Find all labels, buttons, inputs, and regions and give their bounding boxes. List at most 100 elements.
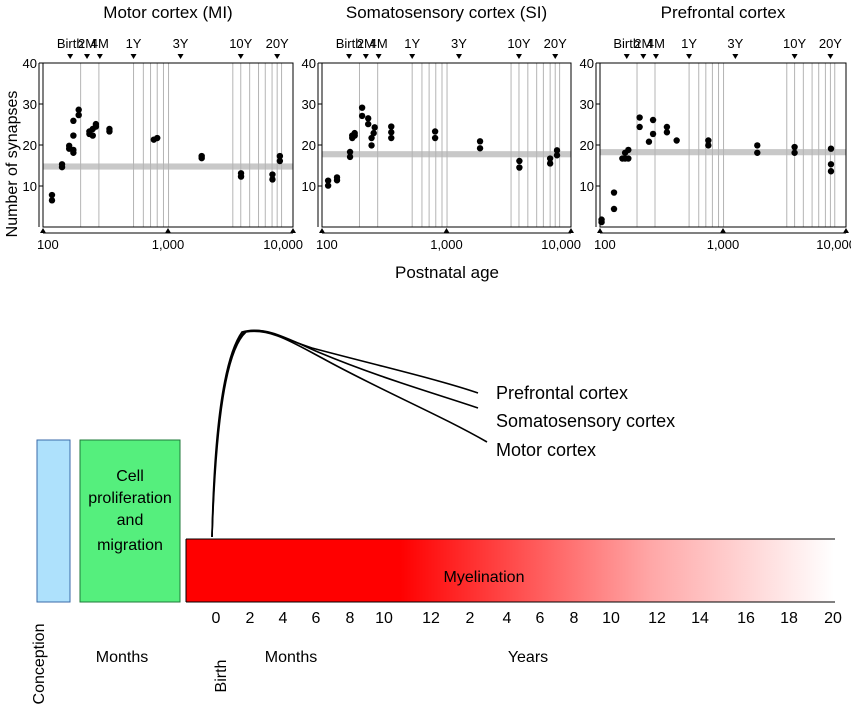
data-point [705, 137, 712, 144]
data-point [791, 149, 798, 156]
data-point [625, 155, 632, 162]
data-point [791, 143, 798, 151]
timeline-tick-label: 14 [691, 610, 709, 627]
data-point [516, 157, 523, 165]
data-point [370, 129, 377, 137]
x-tick-label: 10,000 [263, 237, 303, 252]
age-marker-label: 4M [647, 36, 665, 51]
y-tick-label: 20 [23, 138, 37, 153]
timeline-tick-label: 12 [422, 610, 440, 627]
data-point [92, 120, 100, 128]
y-tick-label: 30 [302, 97, 316, 112]
timeline-tick-label: 8 [570, 610, 579, 627]
data-point [346, 153, 354, 161]
age-marker-label: 10Y [507, 36, 530, 51]
data-point [48, 191, 56, 199]
data-point [827, 168, 835, 175]
data-point [269, 176, 276, 183]
x-tick-label: 100 [316, 237, 338, 252]
timeline-tick-label: 2 [246, 610, 255, 627]
age-marker-arrow [827, 54, 834, 59]
timeline-diagram: Cell proliferation and migration Myelina… [31, 329, 842, 705]
age-marker-label: 20Y [544, 36, 567, 51]
data-point [70, 132, 77, 139]
x-tick [443, 228, 450, 233]
panel-title: Motor cortex (MI) [103, 3, 232, 22]
y-axis-label: Number of synapses [4, 91, 21, 238]
x-tick [40, 228, 46, 233]
data-point [276, 152, 284, 160]
age-marker-label: 20Y [266, 36, 289, 51]
data-point [388, 134, 395, 142]
age-marker-label: Birth [336, 36, 363, 51]
timeline-tick-label: 2 [466, 610, 475, 627]
data-point [673, 137, 680, 144]
data-point [610, 205, 618, 213]
data-point [705, 142, 712, 149]
data-point [269, 171, 276, 178]
x-axis-label: Postnatal age [395, 263, 499, 282]
prefrontal-curve-label: Prefrontal cortex [496, 383, 628, 403]
data-point [636, 123, 643, 131]
age-marker-label: 4M [370, 36, 388, 51]
data-point [75, 111, 82, 119]
timeline-tick-label: 4 [279, 610, 288, 627]
data-point [358, 104, 366, 111]
conception-box [36, 439, 71, 603]
age-marker-arrow [177, 54, 184, 59]
data-point [598, 216, 605, 223]
data-point [476, 138, 484, 145]
data-point [645, 138, 653, 145]
y-tick-label: 10 [580, 179, 594, 194]
timeline-tick-label: 10 [375, 610, 393, 627]
data-point [754, 142, 761, 149]
x-tick [165, 228, 171, 233]
conception-label: Conception [31, 624, 48, 705]
timeline-tick-label: 6 [312, 610, 321, 627]
y-tick-label: 30 [23, 97, 37, 112]
timeline-tick-label: 0 [212, 610, 221, 627]
age-marker-arrow [96, 54, 103, 59]
timeline-tick-label: 12 [648, 610, 666, 627]
data-point [636, 114, 643, 121]
data-point [70, 146, 77, 154]
age-marker-arrow [274, 54, 281, 59]
age-marker-arrow [130, 54, 137, 59]
data-point [431, 134, 439, 142]
birth-label: Birth [213, 660, 230, 693]
age-marker-label: Birth [57, 36, 84, 51]
cell-box-label-line-2: proliferation [88, 490, 172, 507]
x-tick-label: 10,000 [816, 237, 851, 252]
data-point [625, 146, 632, 154]
age-marker-arrow [67, 54, 74, 59]
age-marker-label: 20Y [819, 36, 842, 51]
timeline-tick-label: 16 [737, 610, 755, 627]
data-point [371, 124, 378, 131]
data-point [546, 160, 554, 167]
myelination-label: Myelination [444, 569, 525, 586]
cell-proliferation-box [79, 439, 181, 603]
data-point [154, 134, 161, 142]
age-marker-label: 1Y [681, 36, 697, 51]
cell-box-label-line-1: Cell [116, 468, 144, 485]
data-point [276, 157, 284, 165]
data-point [388, 129, 395, 136]
y-tick-label: 20 [580, 138, 594, 153]
age-marker-arrow [552, 54, 559, 59]
timeline-tick-label: 4 [503, 610, 512, 627]
data-point [324, 177, 332, 184]
data-point [75, 106, 82, 113]
data-point [70, 117, 77, 125]
y-tick-label: 20 [302, 138, 316, 153]
data-point [198, 152, 205, 160]
data-point [516, 164, 523, 171]
data-point [553, 152, 561, 159]
timeline-tick-label: 20 [824, 610, 842, 627]
age-marker-arrow [791, 54, 798, 59]
x-tick-label: 10,000 [541, 237, 581, 252]
data-point [333, 174, 341, 181]
data-point [663, 123, 671, 131]
